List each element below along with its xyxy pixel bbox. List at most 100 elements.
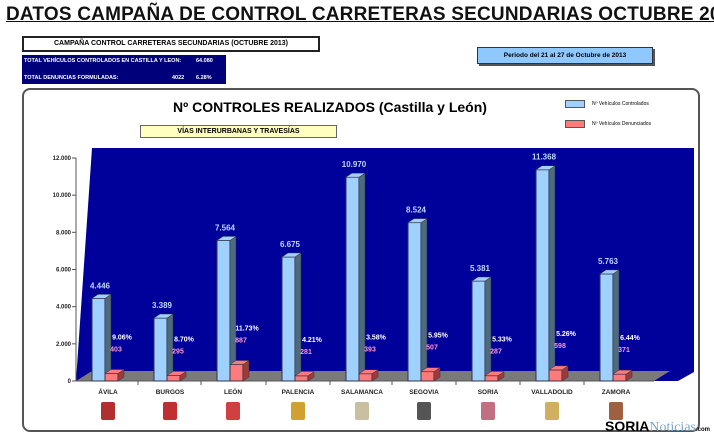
coat-of-arms-icon <box>545 402 559 420</box>
data-label-controlados: 6.675 <box>280 240 301 249</box>
data-label-denunciados: 371 <box>618 347 630 354</box>
total-denuncias-pct: 6.28% <box>196 75 212 81</box>
y-tick-label: 4.000 <box>56 305 72 311</box>
bar-denunciados <box>229 364 244 382</box>
data-label-controlados: 5.381 <box>470 264 491 273</box>
page-title: DATOS CAMPAÑA DE CONTROL CARRETERAS SECU… <box>6 4 714 25</box>
data-label-denunciados: 295 <box>172 349 184 356</box>
x-tick-label: ÁVILA <box>98 387 118 396</box>
bar-denunciados <box>612 373 627 382</box>
x-tick-label: VALLADOLID <box>531 389 573 396</box>
bar-denunciados-top <box>548 365 569 371</box>
bar-controlados-top <box>216 236 237 241</box>
bar-controlados <box>471 280 486 382</box>
total-denuncias-label: TOTAL DENUNCIAS FORMULADAS: <box>24 75 119 81</box>
bar-controlados-top <box>535 165 556 170</box>
data-label-denunciados: 887 <box>235 338 247 345</box>
bar-controlados-side <box>484 276 492 382</box>
bar-controlados <box>535 169 550 382</box>
coat-of-arms-icon <box>163 402 177 420</box>
data-label-controlados: 10.970 <box>342 160 367 169</box>
logo-suffix: .com <box>695 427 710 433</box>
bar-controlados-side <box>104 293 112 382</box>
bar-denunciados <box>294 375 309 382</box>
data-label-denunciados: 507 <box>426 345 438 352</box>
chart-subtitle: VÍAS INTERURBANAS Y TRAVESÍAS <box>140 125 337 138</box>
coat-of-arms-icon <box>355 402 369 420</box>
bar-controlados <box>345 176 360 382</box>
data-label-controlados: 8.524 <box>406 206 427 215</box>
chart-frame <box>22 88 700 432</box>
x-tick-label: SALAMANCA <box>341 389 383 396</box>
period-box: Periodo del 21 al 27 de Octubre de 2013 <box>477 47 653 64</box>
y-tick-label: 6.000 <box>56 268 72 274</box>
bar-controlados-top <box>281 252 302 258</box>
bar-controlados <box>599 273 614 382</box>
data-label-controlados: 11.368 <box>532 153 557 162</box>
bar-denunciados <box>104 373 119 382</box>
x-tick-label: SEGOVIA <box>409 389 439 396</box>
percent-label: 4.21% <box>302 337 323 344</box>
coat-of-arms-icon <box>291 402 305 420</box>
data-label-denunciados: 281 <box>300 349 312 356</box>
legend-controlados: Nº Vehículos Controlados <box>592 101 649 107</box>
x-tick-label: ZAMORA <box>602 389 631 396</box>
bar-denunciados-top <box>420 367 441 372</box>
bar-denunciados-top <box>294 371 315 377</box>
percent-label: 8.70% <box>174 337 195 344</box>
bar-denunciados <box>166 375 181 382</box>
coat-of-arms-icon <box>481 402 495 420</box>
percent-label: 3.58% <box>366 335 387 342</box>
bar-denunciados-top <box>166 371 187 376</box>
x-tick-label: SORIA <box>478 389 499 396</box>
bar-denunciados-top <box>484 371 505 376</box>
chart-title: Nº CONTROLES REALIZADOS (Castilla y León… <box>173 99 487 115</box>
bar-denunciados <box>358 373 373 382</box>
x-tick-label: LEÓN <box>224 387 242 396</box>
bar-controlados-side <box>420 218 428 382</box>
bar-controlados <box>216 239 231 382</box>
bar-denunciados-top <box>358 369 379 374</box>
bar-controlados <box>407 222 422 382</box>
x-tick-label: BURGOS <box>156 389 185 396</box>
bar-denunciados <box>548 369 563 382</box>
y-tick-label: 8.000 <box>56 230 72 236</box>
bar-denunciados-top <box>612 369 633 375</box>
bar-controlados-top <box>471 276 492 282</box>
bar-controlados <box>153 317 168 382</box>
soria-noticias-logo: SORIANoticias.com <box>605 418 710 436</box>
data-label-denunciados: 598 <box>554 343 566 350</box>
data-label-controlados: 3.389 <box>152 301 173 310</box>
bar-controlados-top <box>153 313 174 319</box>
legend-swatch-denunciados <box>565 120 585 128</box>
bar-denunciados-top <box>104 369 125 374</box>
percent-label: 6.44% <box>620 335 641 342</box>
data-label-controlados: 5.763 <box>598 257 619 266</box>
data-label-denunciados: 287 <box>490 349 502 356</box>
y-tick-label: 2.000 <box>56 342 72 348</box>
coat-of-arms-icon <box>101 402 115 420</box>
bar-controlados <box>91 297 106 382</box>
totals-box: TOTAL VEHÍCULOS CONTROLADOS EN CASTILLA … <box>22 55 226 84</box>
bar-denunciados <box>420 371 435 382</box>
data-label-controlados: 7.564 <box>215 223 236 232</box>
bar-controlados-top <box>345 172 366 178</box>
percent-label: 5.95% <box>428 333 449 340</box>
coat-of-arms-icon <box>226 402 240 420</box>
total-denuncias-value: 4022 <box>172 75 185 81</box>
data-label-denunciados: 393 <box>364 347 376 354</box>
bar-controlados <box>281 256 296 382</box>
y-tick-label: 12.000 <box>53 156 72 162</box>
total-vehicles-value: 64.080 <box>196 58 213 64</box>
legend-swatch-controlados <box>565 100 585 108</box>
bar-controlados-top <box>599 269 620 275</box>
data-label-denunciados: 403 <box>110 347 122 354</box>
x-tick-label: PALENCIA <box>282 389 315 396</box>
total-vehicles-label: TOTAL VEHÍCULOS CONTROLADOS EN CASTILLA … <box>24 58 182 64</box>
percent-label: 5.33% <box>492 337 513 344</box>
bar-controlados-top <box>91 294 112 299</box>
data-label-controlados: 4.446 <box>90 281 111 290</box>
coat-of-arms-icon <box>417 402 431 420</box>
percent-label: 9.06% <box>112 335 133 342</box>
